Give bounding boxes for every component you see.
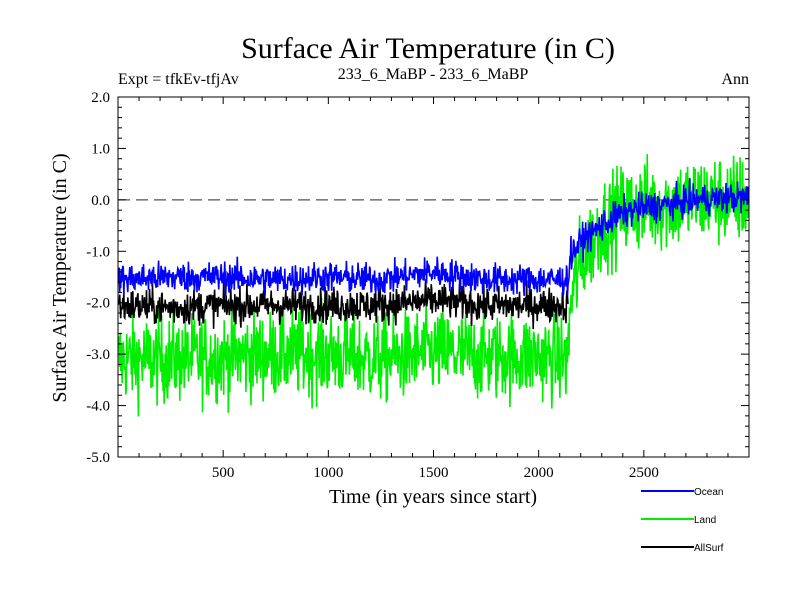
x-axis-label: Time (in years since start) (329, 486, 537, 508)
axis-ticks: 500 1000 1500 2000 2500 2.0 1.0 0.0 -1.0 -2.0 -3.0… (86, 90, 749, 481)
legend-label-allsurf: AllSurf (694, 543, 724, 554)
x-tick-label: 500 (212, 465, 235, 481)
y-tick-label: 2.0 (91, 90, 110, 106)
series-line-ocean (118, 177, 749, 297)
series-line-land (118, 154, 749, 417)
period-label: 233_6_MaBP - 233_6_MaBP (338, 66, 529, 83)
chart-title: Surface Air Temperature (in C) (241, 32, 615, 65)
y-tick-label: -1.0 (86, 244, 110, 260)
x-tick-label: 2000 (524, 465, 554, 481)
y-tick-label: -3.0 (86, 347, 110, 363)
series-line-allsurf (118, 279, 569, 330)
y-tick-label: 0.0 (91, 193, 110, 209)
x-tick-label: 1000 (313, 465, 343, 481)
experiment-label: Expt = tfkEv-tfjAv (118, 71, 239, 88)
legend-label-land: Land (694, 515, 716, 526)
y-tick-label: -4.0 (86, 399, 110, 415)
x-tick-label: 2500 (629, 465, 659, 481)
legend: Ocean Land AllSurf (641, 487, 724, 554)
legend-label-ocean: Ocean (694, 487, 723, 498)
season-label: Ann (721, 71, 749, 88)
y-tick-label: -2.0 (86, 296, 110, 312)
plot-layer (118, 154, 749, 417)
y-tick-label: 1.0 (91, 141, 110, 157)
y-tick-label: -5.0 (86, 450, 110, 466)
x-tick-label: 1500 (419, 465, 449, 481)
y-axis-label: Surface Air Temperature (in C) (49, 153, 71, 402)
